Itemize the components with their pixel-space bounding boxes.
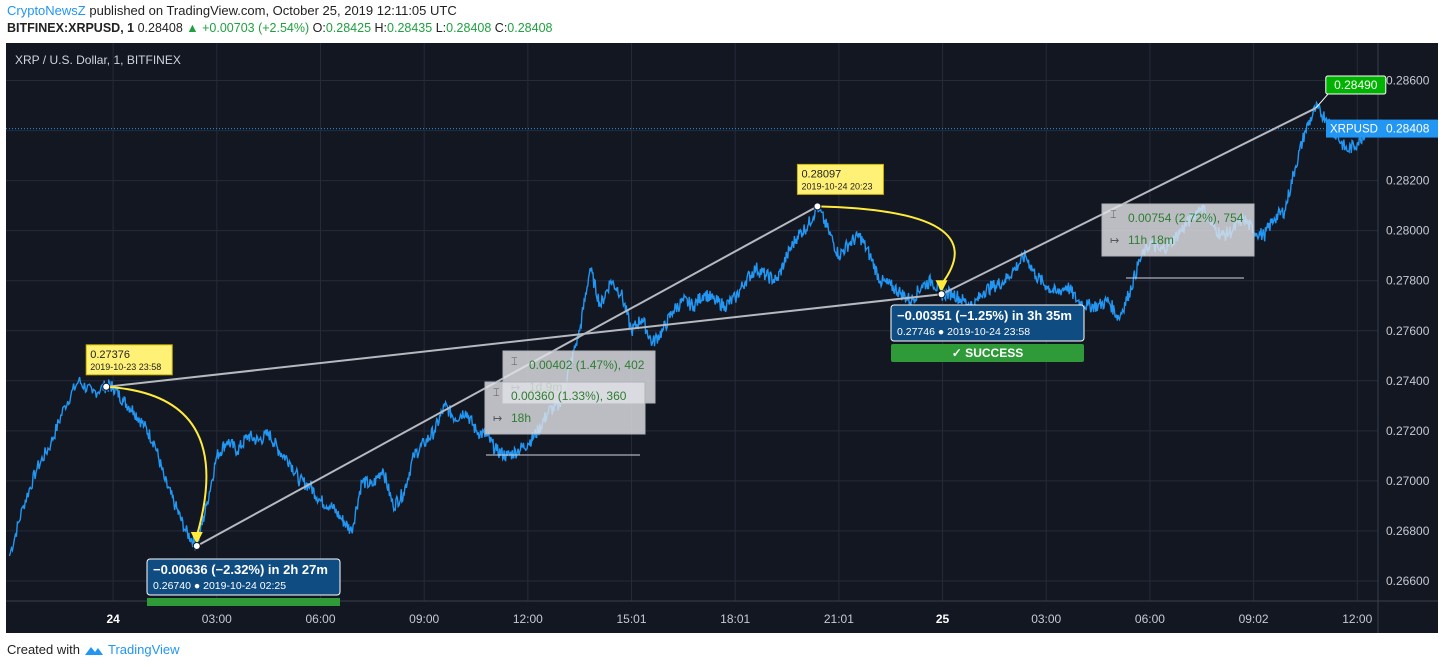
ruler-icon: ⌶: [1110, 209, 1117, 221]
symbol-label: BITFINEX:XRPUSD, 1: [7, 21, 135, 35]
arrowhead-icon: [935, 280, 948, 293]
x-tick-label: 09:00: [409, 612, 439, 626]
x-tick-label: 06:00: [1135, 612, 1165, 626]
x-tick-label: 18:01: [720, 612, 750, 626]
publish-line: CryptoNewsZ published on TradingView.com…: [7, 3, 457, 18]
range-delta: 0.00402 (1.47%), 402: [529, 358, 645, 372]
symbol-line: BITFINEX:XRPUSD, 1 0.28408 ▲ +0.00703 (+…: [7, 21, 552, 35]
x-tick-label: 09:02: [1239, 612, 1269, 626]
x-tick-label: 12:00: [513, 612, 543, 626]
y-tick-label: 0.26600: [1386, 574, 1430, 588]
high-value: 0.28435: [387, 21, 433, 35]
arrowhead-icon: [190, 531, 203, 544]
anchor-point: [813, 202, 822, 211]
chart-title: XRP / U.S. Dollar, 1, BITFINEX: [15, 53, 181, 67]
close-label: C:: [494, 21, 508, 35]
price-callout: [85, 344, 173, 376]
x-tick-label: 03:00: [1031, 612, 1061, 626]
span-icon: ↦: [493, 413, 502, 425]
x-tick-label: 24: [106, 612, 120, 626]
callout-price: 0.28097: [801, 168, 841, 180]
callout-price: 0.27376: [90, 349, 130, 361]
yellow-arrow: [106, 385, 208, 537]
tradingview-logo-icon: [84, 644, 104, 656]
price-tag-label: 0.28490: [1334, 78, 1378, 92]
y-tick-label: 0.27600: [1386, 324, 1430, 338]
x-tick-label: 12:00: [1342, 612, 1372, 626]
y-tick-label: 0.27200: [1386, 424, 1430, 438]
price-tag: [1325, 75, 1387, 95]
footer: Created with TradingView: [7, 642, 180, 657]
y-tick-label: 0.28200: [1386, 174, 1430, 188]
yellow-arrow: [817, 205, 956, 285]
low-value: 0.28408: [446, 21, 492, 35]
chart-area[interactable]: 0.26600 0.26800 0.27000 0.27200 0.27400 0.276…: [6, 43, 1438, 633]
author-link[interactable]: CryptoNewsZ: [7, 3, 86, 18]
created-with-text: Created with: [7, 642, 80, 657]
y-tick-label: 0.28600: [1386, 74, 1430, 88]
measure-delta: −0.00351 (−1.25%) in 3h 35m: [897, 308, 1072, 323]
measure-info: 0.27746 ● 2019-10-24 23:58: [897, 326, 1030, 338]
span-icon: ↦: [1110, 235, 1119, 247]
measure-delta: −0.00636 (−2.32%) in 2h 27m: [153, 562, 328, 577]
symbol-tag: [1326, 119, 1382, 138]
measure-box: [146, 558, 341, 596]
xrpusd-series-line: [8, 100, 1369, 557]
symbol-tag-label: XRPUSD: [1330, 124, 1378, 136]
open-label: O:: [312, 21, 326, 35]
price-callout: [796, 163, 884, 195]
anchor-point: [937, 290, 946, 299]
ruler-icon: ⌶: [493, 387, 500, 399]
open-value: 0.28425: [325, 21, 372, 35]
callout-date: 2019-10-23 23:58: [90, 362, 161, 372]
range-box: [1101, 203, 1255, 257]
price-tag-pointer: [1315, 91, 1331, 109]
y-tick-label: 0.27400: [1386, 374, 1430, 388]
trend-line: [941, 107, 1317, 296]
x-tick-label: 15:01: [617, 612, 647, 626]
y-tick-label: 0.27000: [1386, 474, 1430, 488]
low-label: L:: [435, 21, 447, 35]
close-value: 0.28408: [507, 21, 553, 35]
range-span: 18h: [511, 411, 531, 425]
range-box: [484, 381, 646, 435]
publish-info: published on TradingView.com, October 25…: [85, 3, 457, 18]
y-tick-label: 0.27800: [1386, 274, 1430, 288]
callout-date: 2019-10-24 20:23: [801, 181, 872, 191]
x-tick-label: 21:01: [824, 612, 854, 626]
anchor-point: [102, 382, 111, 391]
last-price: 0.28408: [137, 21, 183, 35]
x-tick-label: 25: [936, 612, 950, 626]
measure-info: 0.26740 ● 2019-10-24 02:25: [153, 580, 286, 592]
success-label: ✓ SUCCESS: [952, 346, 1023, 360]
range-delta: 0.00754 (2.72%), 754: [1128, 211, 1244, 225]
success-badge: [891, 344, 1084, 362]
range-delta: 0.00360 (1.33%), 360: [511, 389, 627, 403]
last-price-tag: [1380, 119, 1438, 138]
change-value: +0.00703 (+2.54%): [202, 21, 310, 35]
x-tick-label: 03:00: [202, 612, 232, 626]
range-span: 11h 18m: [1128, 233, 1174, 247]
trend-line: [106, 293, 942, 388]
status-strip: [147, 598, 340, 606]
x-tick-label: 06:00: [305, 612, 335, 626]
ruler-icon: ⌶: [511, 356, 518, 368]
last-price-label: 0.28408: [1386, 122, 1430, 136]
anchor-point: [192, 541, 201, 550]
measure-box: [890, 304, 1085, 342]
price-chart[interactable]: 0.26600 0.26800 0.27000 0.27200 0.27400 0.276…: [6, 43, 1438, 633]
tradingview-link[interactable]: TradingView: [107, 642, 180, 657]
y-tick-label: 0.26800: [1386, 524, 1430, 538]
high-label: H:: [374, 21, 388, 35]
up-triangle-icon: ▲: [186, 21, 199, 35]
y-tick-label: 0.28000: [1386, 224, 1430, 238]
